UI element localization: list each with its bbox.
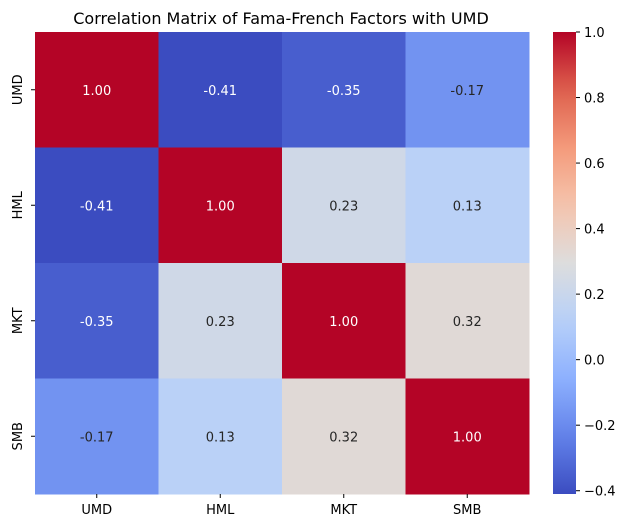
colorbar-ticks: 1.0 0.8 0.6 0.4 0.2 0.0 −0.2 −0.4 [576, 26, 616, 500]
x-tick-label: MKT [330, 503, 357, 518]
cell-value-label: 0.23 [206, 315, 235, 330]
colorbar-tick-label: 0.6 [584, 157, 605, 172]
heatmap-cell [282, 32, 406, 148]
chart-title: Correlation Matrix of Fama-French Factor… [73, 9, 489, 28]
colorbar-tick-label: 0.0 [584, 354, 605, 369]
heatmap-cell [405, 147, 530, 264]
colorbar-tick-label: 0.8 [584, 92, 605, 107]
cell-value-label: 0.13 [453, 199, 482, 214]
heatmap-cell [282, 263, 406, 379]
y-tick-label: UMD [11, 74, 26, 105]
colorbar-tick-label: −0.4 [584, 485, 616, 500]
colorbar-tick-label: 1.0 [584, 26, 605, 41]
heatmap-cell [405, 263, 530, 379]
heatmap-cells: 1.00 -0.41 -0.35 -0.17 -0.41 1.00 0.23 0.13 -0.3… [35, 32, 530, 495]
y-tick-label: SMB [11, 422, 26, 450]
heatmap-cell [282, 378, 406, 495]
colorbar-tick-label: 0.4 [584, 223, 605, 238]
cell-value-label: 1.00 [82, 84, 111, 99]
cell-value-label: 0.32 [329, 430, 358, 445]
heatmap-cell [158, 32, 283, 148]
cell-value-label: 0.13 [206, 430, 235, 445]
heatmap-cell [158, 263, 283, 379]
x-tick-label: UMD [81, 503, 112, 518]
colorbar [553, 32, 576, 494]
heatmap-cell [158, 147, 283, 264]
cell-value-label: -0.17 [80, 430, 114, 445]
cell-value-label: 0.23 [329, 199, 358, 214]
y-axis: UMD HML MKT SMB [11, 74, 35, 450]
colorbar-gradient [553, 32, 576, 494]
cell-value-label: -0.35 [327, 84, 361, 99]
heatmap-cell [35, 263, 159, 379]
cell-value-label: -0.41 [203, 84, 237, 99]
y-tick-label: HML [11, 190, 26, 219]
cell-value-label: -0.35 [80, 315, 114, 330]
heatmap-cell [35, 32, 159, 148]
heatmap-cell [35, 378, 159, 495]
cell-value-label: -0.41 [80, 199, 114, 214]
cell-value-label: 1.00 [206, 199, 235, 214]
x-tick-label: HML [206, 503, 235, 518]
colorbar-tick-label: 0.2 [584, 288, 605, 303]
x-tick-label: SMB [453, 503, 481, 518]
y-tick-label: MKT [11, 307, 26, 334]
cell-value-label: -0.17 [450, 84, 484, 99]
heatmap-cell [405, 378, 530, 495]
cell-value-label: 1.00 [329, 315, 358, 330]
colorbar-tick-label: −0.2 [584, 419, 616, 434]
heatmap-cell [282, 147, 406, 264]
heatmap-cell [158, 378, 283, 495]
heatmap-cell [35, 147, 159, 264]
x-axis: UMD HML MKT SMB [81, 494, 481, 518]
cell-value-label: 0.32 [453, 315, 482, 330]
cell-value-label: 1.00 [453, 430, 482, 445]
heatmap-cell [405, 32, 530, 148]
